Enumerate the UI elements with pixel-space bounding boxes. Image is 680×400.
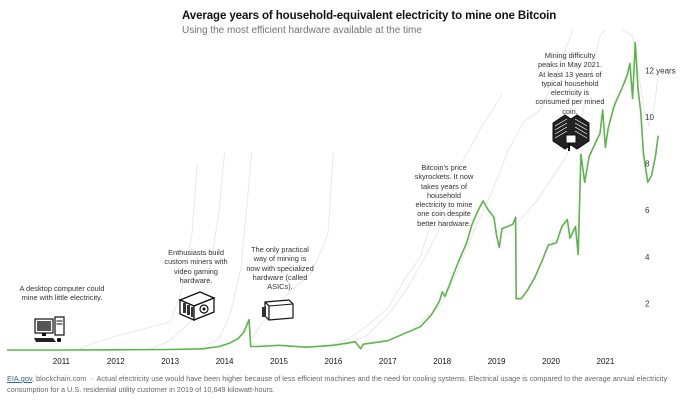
footer-note: Actual electricity use would have been h…	[7, 374, 668, 394]
annotation-desktop: A desktop computer could mine with littl…	[19, 284, 105, 303]
ghost-series-line-1	[77, 163, 198, 351]
ghost-lines	[77, 29, 659, 351]
x-tick-label: 2019	[488, 357, 506, 366]
chart-area: 2011 2012 2013 2014 2015 2016 2017 2018 2019 2020…	[7, 29, 676, 366]
x-tick-label: 2017	[379, 357, 397, 366]
ghost-series-line-9	[621, 29, 659, 127]
x-tick-label: 2018	[433, 357, 451, 366]
asic-miner-icon	[262, 299, 294, 321]
annotation-price: Bitcoin's price skyrockets. It now takes…	[414, 163, 474, 228]
x-tick-label: 2016	[325, 357, 343, 366]
y-tick-label: 2	[645, 299, 650, 308]
ghost-series-line-6	[344, 93, 503, 346]
footer: EIA.gov, blockchain.com · Actual electri…	[7, 374, 677, 395]
y-tick-label: 10	[645, 113, 654, 122]
chart-subtitle: Using the most efficient hardware availa…	[182, 25, 422, 36]
data-center-icon	[552, 114, 590, 151]
x-tick-label: 2020	[542, 357, 560, 366]
ghost-series-line-5	[322, 163, 443, 349]
annotation-gpu: Enthusiasts build custom miners with vid…	[164, 248, 228, 285]
gpu-rig-icon	[178, 291, 216, 321]
y-axis: 2 4 6 8 10 12 years	[645, 66, 676, 308]
y-tick-label: 4	[645, 253, 650, 262]
main-series-line	[7, 41, 659, 351]
x-axis: 2011 2012 2013 2014 2015 2016 2017 2018 2019 2020…	[53, 357, 615, 366]
ghost-series-line-4	[251, 151, 334, 339]
x-tick-label: 2012	[107, 357, 125, 366]
desktop-computer-icon	[34, 316, 65, 342]
main-series	[7, 41, 659, 351]
x-tick-label: 2013	[161, 357, 179, 366]
footer-separator: ·	[90, 374, 93, 383]
y-tick-label: 12 years	[645, 66, 676, 75]
x-tick-label: 2011	[53, 357, 71, 366]
x-tick-label: 2021	[597, 357, 615, 366]
source-rest: , blockchain.com	[32, 374, 87, 383]
y-tick-label: 8	[645, 160, 650, 169]
source-link[interactable]: EIA.gov	[7, 374, 33, 383]
ghost-series-line-3	[197, 151, 253, 351]
annotation-difficulty: Mining difficulty peaks in May 2021. At …	[535, 51, 605, 116]
chart-title: Average years of household-equivalent el…	[182, 10, 557, 22]
annotation-asic: The only practical way of mining is now …	[246, 245, 314, 292]
y-tick-label: 6	[645, 206, 650, 215]
x-tick-label: 2015	[270, 357, 288, 366]
ghost-series-line-8	[518, 29, 606, 223]
ghost-series-line-7	[414, 29, 574, 328]
x-tick-label: 2014	[216, 357, 234, 366]
